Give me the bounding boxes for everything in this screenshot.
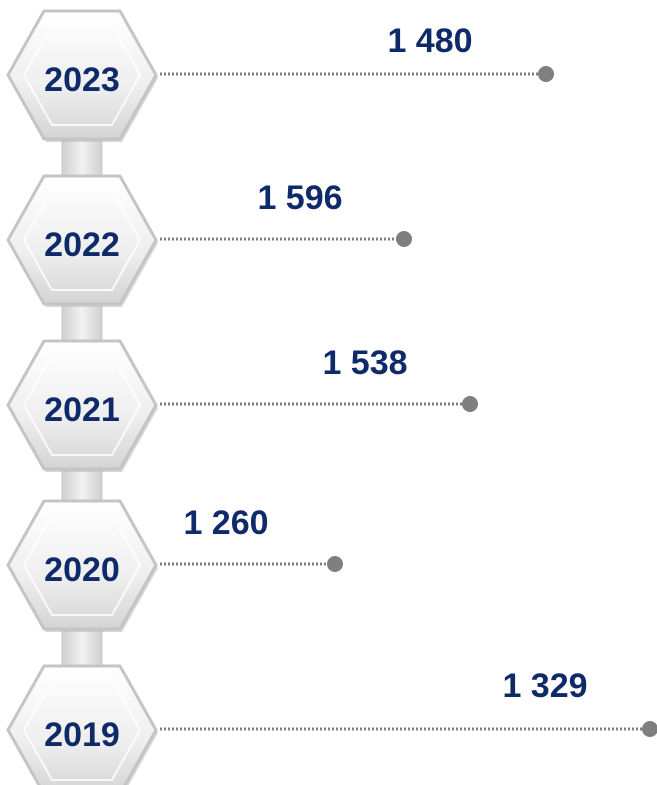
value-label: 1 260 <box>183 504 268 542</box>
value-label: 1 596 <box>257 179 342 217</box>
end-dot <box>642 721 657 737</box>
end-dot <box>538 66 554 82</box>
end-dot <box>462 396 478 412</box>
hexagon <box>6 499 158 631</box>
year-label: 2019 <box>44 716 120 754</box>
value-label: 1 480 <box>387 22 472 60</box>
hexagon-inner <box>22 514 142 616</box>
year-label: 2023 <box>44 61 120 99</box>
value-label: 1 538 <box>322 344 407 382</box>
hexagon <box>6 339 158 471</box>
hexagon <box>6 174 158 306</box>
hexagon-inner <box>22 189 142 291</box>
hexagon <box>6 664 158 785</box>
year-label: 2022 <box>44 226 120 264</box>
end-dot <box>396 231 412 247</box>
value-label: 1 329 <box>502 667 587 705</box>
hexagon-inner <box>22 679 142 781</box>
hexagon-inner <box>22 24 142 126</box>
end-dot <box>327 556 343 572</box>
year-label: 2021 <box>44 391 120 429</box>
hexagon-inner <box>22 354 142 456</box>
hexagon <box>6 9 158 141</box>
year-label: 2020 <box>44 551 120 589</box>
